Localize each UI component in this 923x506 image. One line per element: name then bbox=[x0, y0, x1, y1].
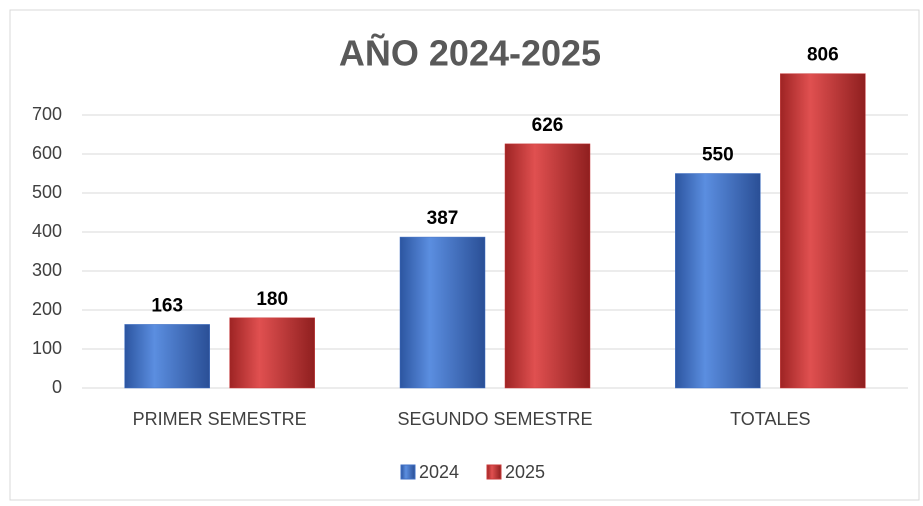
legend-label: 2024 bbox=[419, 462, 459, 482]
legend-swatch bbox=[486, 464, 502, 480]
bar bbox=[229, 317, 315, 389]
chart-title: AÑO 2024-2025 bbox=[339, 32, 601, 74]
bar bbox=[504, 143, 591, 389]
legend-label: 2025 bbox=[505, 462, 545, 482]
y-tick-label: 0 bbox=[52, 377, 62, 397]
x-tick-label: PRIMER SEMESTRE bbox=[133, 409, 307, 429]
legend-swatch bbox=[400, 464, 416, 480]
value-label: 626 bbox=[532, 115, 564, 136]
bar bbox=[399, 236, 486, 389]
y-tick-label: 400 bbox=[32, 221, 62, 241]
y-tick-label: 700 bbox=[32, 104, 62, 124]
y-tick-label: 300 bbox=[32, 260, 62, 280]
y-tick-label: 600 bbox=[32, 143, 62, 163]
value-label: 163 bbox=[151, 295, 183, 316]
bar bbox=[675, 173, 761, 389]
x-tick-label: SEGUNDO SEMESTRE bbox=[397, 409, 592, 429]
bar bbox=[780, 73, 866, 389]
x-tick-label: TOTALES bbox=[730, 409, 810, 429]
value-label: 387 bbox=[427, 208, 459, 229]
value-label: 806 bbox=[807, 45, 839, 66]
y-tick-label: 500 bbox=[32, 182, 62, 202]
y-tick-label: 100 bbox=[32, 338, 62, 358]
value-label: 180 bbox=[256, 289, 288, 310]
bar bbox=[124, 324, 210, 389]
value-label: 550 bbox=[702, 145, 734, 166]
y-tick-label: 200 bbox=[32, 299, 62, 319]
